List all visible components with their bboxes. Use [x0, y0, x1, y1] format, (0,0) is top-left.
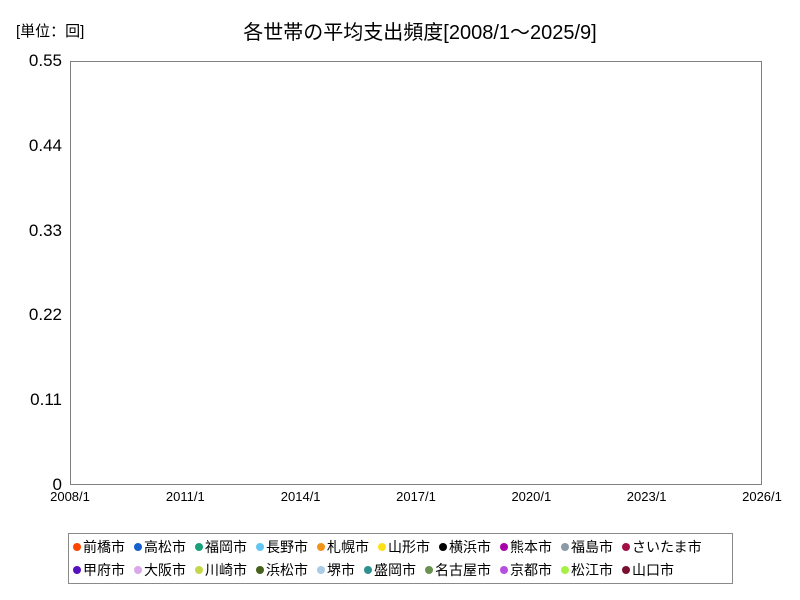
x-tick-label: 2026/1	[742, 489, 782, 504]
legend-item-盛岡市[interactable]: 盛岡市	[364, 563, 416, 577]
x-tick-label: 2017/1	[396, 489, 436, 504]
legend-item-label: 福島市	[571, 539, 613, 556]
legend-swatch-icon	[195, 565, 203, 574]
y-tick-label: 0.22	[28, 305, 62, 325]
y-tick-label: 0.11	[30, 390, 62, 410]
x-tick-label: 2008/1	[50, 489, 90, 504]
legend-item-堺市[interactable]: 堺市	[317, 563, 355, 577]
y-tick-label: 0	[52, 475, 62, 494]
legend-item-label: さいたま市	[632, 539, 702, 556]
legend-swatch-icon	[73, 543, 81, 552]
legend-item-松江市[interactable]: 松江市	[561, 563, 613, 577]
legend-swatch-icon	[500, 565, 508, 574]
legend-swatch-icon	[73, 565, 81, 574]
x-tick-label: 2014/1	[280, 489, 321, 504]
x-tick-label: 2011/1	[165, 489, 205, 504]
legend-item-長野市[interactable]: 長野市	[256, 540, 308, 554]
legend-item-label: 浜松市	[266, 561, 308, 578]
x-tick-label: 2023/1	[626, 489, 667, 504]
legend-row: 前橋市 高松市 福岡市 長野市 札幌市 山形市 横浜市 熊本市 福島市 さいたま市	[73, 536, 728, 559]
legend-swatch-icon	[134, 543, 142, 552]
legend-item-高松市[interactable]: 高松市	[134, 540, 186, 554]
legend-item-label: 大阪市	[144, 561, 186, 578]
legend-item-label: 横浜市	[449, 539, 491, 556]
legend-swatch-icon	[134, 565, 142, 574]
legend-item-label: 名古屋市	[435, 561, 491, 578]
legend-swatch-icon	[622, 565, 630, 574]
legend-swatch-icon	[256, 565, 264, 574]
legend: 前橋市 高松市 福岡市 長野市 札幌市 山形市 横浜市 熊本市 福島市 さいたま市甲府市 大阪市 川崎…	[68, 533, 733, 584]
legend-swatch-icon	[561, 565, 569, 574]
legend-swatch-icon	[561, 543, 569, 552]
legend-row: 甲府市 大阪市 川崎市 浜松市 堺市 盛岡市 名古屋市 京都市 松江市 山口市	[73, 559, 728, 582]
legend-item-山口市[interactable]: 山口市	[622, 563, 674, 577]
legend-item-label: 川崎市	[205, 561, 247, 578]
y-tick-label: 0.55	[28, 51, 62, 70]
legend-item-札幌市[interactable]: 札幌市	[317, 540, 369, 554]
page-title: 各世帯の平均支出頻度[2008/1～2025/9]	[243, 22, 597, 44]
legend-item-label: 京都市	[510, 561, 552, 578]
legend-item-横浜市[interactable]: 横浜市	[439, 540, 491, 554]
legend-item-浜松市[interactable]: 浜松市	[256, 563, 308, 577]
legend-item-label: 松江市	[571, 561, 613, 578]
y-tick-label: 0.33	[28, 220, 62, 240]
legend-item-大阪市[interactable]: 大阪市	[134, 563, 186, 577]
legend-item-label: 長野市	[266, 539, 308, 556]
legend-item-label: 盛岡市	[374, 561, 416, 578]
legend-item-label: 堺市	[327, 561, 355, 578]
plot-frame	[70, 61, 762, 485]
legend-item-label: 甲府市	[83, 561, 125, 578]
legend-swatch-icon	[439, 543, 447, 552]
y-tick-label: 0.44	[28, 135, 62, 155]
legend-item-山形市[interactable]: 山形市	[378, 540, 430, 554]
legend-swatch-icon	[364, 565, 372, 574]
legend-item-名古屋市[interactable]: 名古屋市	[425, 563, 491, 577]
legend-item-label: 山形市	[388, 539, 430, 556]
legend-item-label: 福岡市	[205, 539, 247, 556]
legend-swatch-icon	[378, 543, 386, 552]
legend-item-label: 熊本市	[510, 539, 552, 556]
legend-swatch-icon	[317, 565, 325, 574]
legend-swatch-icon	[195, 543, 203, 552]
legend-item-label: 札幌市	[327, 539, 369, 556]
legend-item-label: 前橋市	[83, 539, 125, 556]
legend-item-京都市[interactable]: 京都市	[500, 563, 552, 577]
legend-item-熊本市[interactable]: 熊本市	[500, 540, 552, 554]
legend-item-label: 山口市	[632, 561, 674, 578]
x-tick-label: 2020/1	[511, 489, 552, 504]
legend-swatch-icon	[425, 565, 433, 574]
plot-area	[70, 61, 762, 485]
legend-item-川崎市[interactable]: 川崎市	[195, 563, 247, 577]
legend-item-福岡市[interactable]: 福岡市	[195, 540, 247, 554]
legend-swatch-icon	[317, 543, 325, 552]
legend-swatch-icon	[500, 543, 508, 552]
legend-item-label: 高松市	[144, 539, 186, 556]
legend-item-甲府市[interactable]: 甲府市	[73, 563, 125, 577]
legend-item-さいたま市[interactable]: さいたま市	[622, 540, 702, 554]
unit-label: [単位：回]	[16, 23, 85, 40]
legend-swatch-icon	[256, 543, 264, 552]
legend-item-前橋市[interactable]: 前橋市	[73, 540, 125, 554]
legend-swatch-icon	[622, 543, 630, 552]
legend-item-福島市[interactable]: 福島市	[561, 540, 613, 554]
